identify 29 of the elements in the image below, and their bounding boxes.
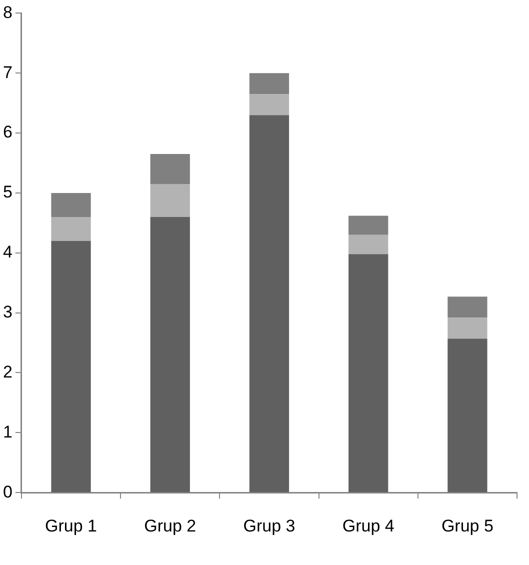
bar (150, 154, 190, 184)
x-tick-label: Grup 3 (243, 516, 296, 536)
bar (51, 216, 91, 241)
bar (51, 240, 91, 492)
y-tick-label: 7 (2, 62, 12, 82)
bar (150, 184, 190, 217)
bar (448, 338, 488, 492)
y-tick-label: 2 (2, 362, 12, 382)
x-tick-label: Grup 5 (441, 516, 494, 536)
bar (249, 115, 290, 492)
bar (348, 234, 388, 254)
bar (348, 216, 388, 235)
x-tick-label: Grup 2 (144, 516, 196, 536)
y-tick-label: 6 (2, 122, 12, 142)
y-tick-label: 8 (2, 2, 12, 22)
bar (348, 254, 388, 492)
bar (249, 94, 290, 116)
bar (249, 73, 290, 94)
bar (448, 318, 488, 339)
bar (150, 216, 190, 492)
bar (51, 192, 91, 217)
x-tick-label: Grup 1 (45, 516, 97, 536)
y-tick-label: 0 (2, 482, 12, 502)
bar (448, 296, 488, 318)
y-tick-label: 4 (2, 242, 12, 262)
y-tick-label: 1 (2, 422, 12, 442)
y-tick-label: 5 (2, 182, 12, 202)
y-tick-label: 3 (2, 302, 12, 322)
x-tick-label: Grup 4 (342, 516, 394, 536)
